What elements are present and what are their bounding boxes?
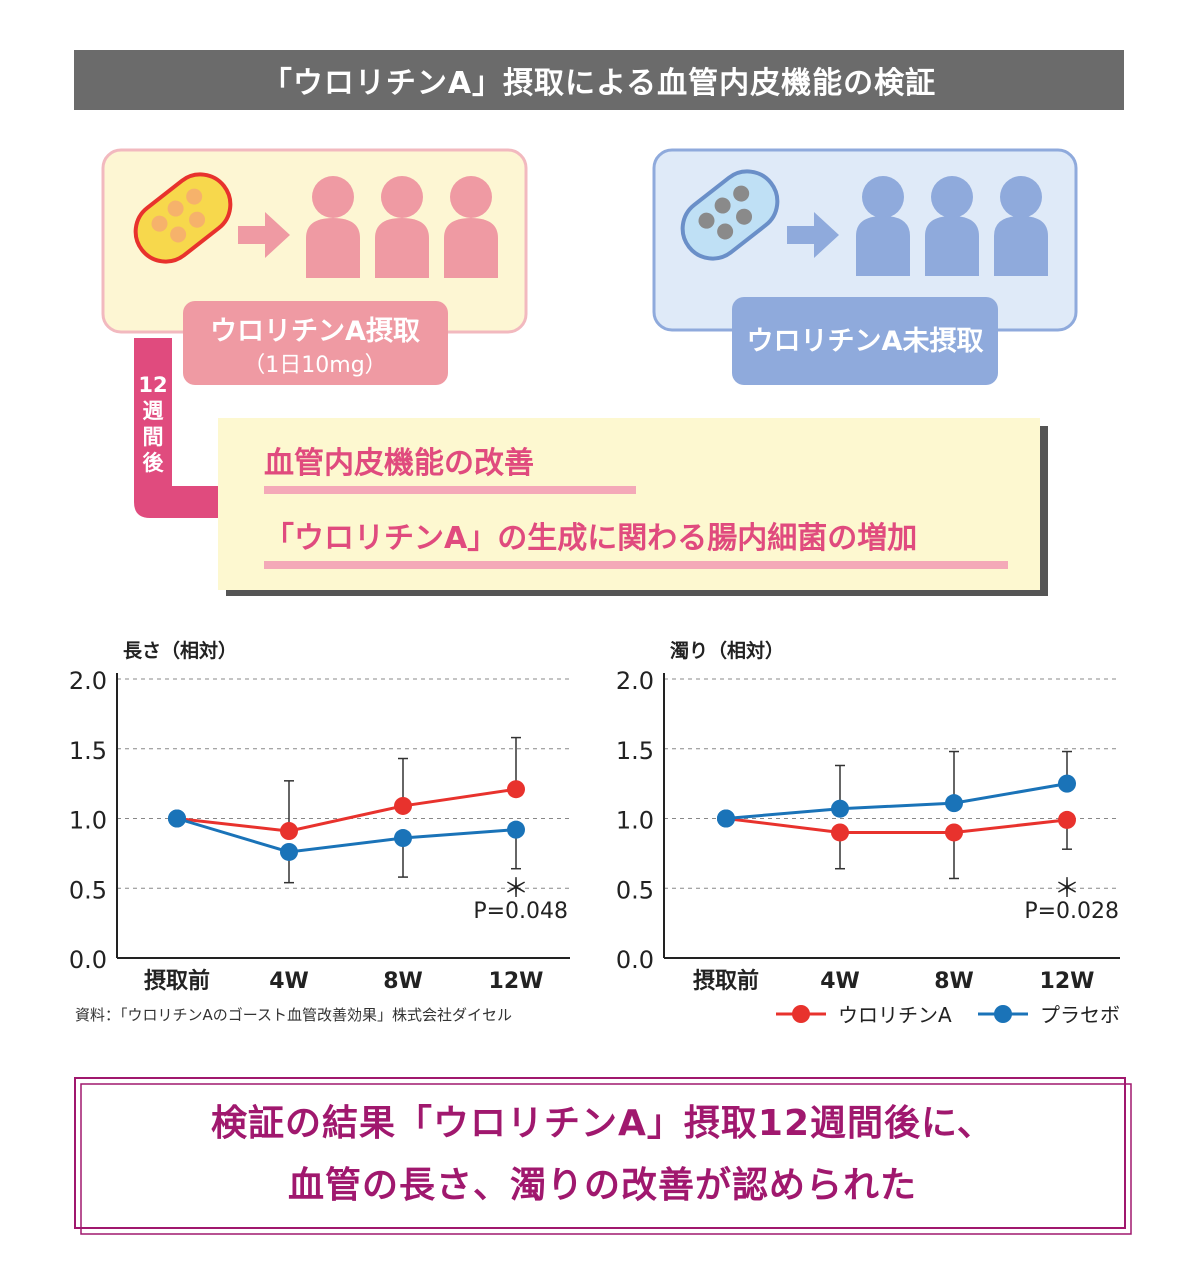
conclusion-frame-outer: [74, 1077, 1126, 1229]
finding-2: 「ウロリチンA」の生成に関わる腸内細菌の増加: [264, 521, 917, 556]
data-point: [1058, 810, 1076, 829]
series-line: [176, 817, 517, 854]
source-note: 資料：「ウロリチンAのゴースト血管改善効果」株式会社ダイセル: [75, 1006, 512, 1024]
people-pink-icon: [306, 176, 498, 278]
series-line: [176, 787, 517, 833]
y-tick-label: 2.0: [69, 667, 107, 695]
p-value-label: P=0.028: [1024, 899, 1119, 924]
x-tick-label: 8W: [383, 969, 423, 994]
data-point: [945, 794, 963, 813]
conclusion-line-2: 血管の長さ、濁りの改善が認められた: [287, 1165, 917, 1206]
y-tick-label: 0.5: [616, 876, 654, 904]
legend-label-placebo: プラセボ: [1040, 1003, 1120, 1027]
finding-1: 血管内皮機能の改善: [264, 446, 534, 481]
intake-label-box: [183, 301, 448, 385]
chart-length-ylabel: 長さ（相対）: [123, 639, 237, 662]
x-tick-label: 摂取前: [144, 968, 210, 994]
series-line: [725, 782, 1068, 820]
data-point: [831, 823, 849, 842]
data-point: [168, 809, 186, 828]
data-point: [507, 780, 525, 799]
series-line: [725, 817, 1068, 834]
capsule-blue-icon: [680, 169, 780, 261]
x-tick-label: 8W: [934, 969, 974, 994]
intake-label: ウロリチンA摂取: [210, 316, 420, 347]
data-point: [507, 820, 525, 839]
capsule-yellow-icon: [133, 172, 233, 264]
p-value-label: P=0.048: [473, 899, 568, 924]
y-tick-label: 0.5: [69, 876, 107, 904]
arrow-right-icon: [238, 212, 290, 258]
chart-turbidity-ylabel: 濁り（相対）: [670, 639, 784, 662]
svg-text:後: 後: [143, 451, 165, 475]
conclusion-line-1: 検証の結果「ウロリチンA」摂取12週間後に、: [211, 1103, 994, 1144]
y-tick-label: 1.5: [69, 737, 107, 765]
y-tick-label: 2.0: [616, 667, 654, 695]
x-tick-label: 4W: [820, 969, 860, 994]
data-point: [945, 823, 963, 842]
data-point: [717, 809, 735, 828]
significance-mark: ＊: [1054, 874, 1080, 904]
intake-dose: （1日10mg）: [243, 353, 386, 378]
conclusion-frame-inner: [80, 1083, 1132, 1235]
x-tick-label: 4W: [269, 969, 309, 994]
chart-length: 長さ（相対） 0.0 0.5 1.0 1.5 2.0 摂取前 4W 8W 12W ＊P=0.048: [69, 639, 570, 994]
conclusion: 検証の結果「ウロリチンA」摂取12週間後に、 血管の長さ、濁りの改善が認められた: [80, 1085, 1125, 1225]
chart-turbidity: 濁り（相対） 0.0 0.5 1.0 1.5 2.0 摂取前 4W 8W 12W ＊P=0.028: [616, 639, 1120, 994]
y-tick-label: 0.0: [69, 946, 107, 974]
data-point: [831, 799, 849, 818]
y-tick-label: 1.5: [616, 737, 654, 765]
svg-text:間: 間: [143, 425, 164, 449]
data-point: [280, 842, 298, 861]
legend-marker-urolithin: [792, 1005, 810, 1023]
arrow-right-blue-icon: [787, 212, 839, 258]
page-title: 「ウロリチンA」摂取による血管内皮機能の検証: [74, 50, 1124, 110]
legend-marker-placebo: [994, 1005, 1012, 1023]
svg-text:12: 12: [138, 373, 167, 397]
finding-underline-2: [264, 561, 1008, 569]
y-tick-label: 0.0: [616, 946, 654, 974]
y-tick-label: 1.0: [69, 807, 107, 835]
x-tick-label: 12W: [489, 969, 544, 994]
finding-underline-1: [264, 486, 636, 494]
x-tick-label: 摂取前: [693, 968, 759, 994]
x-tick-label: 12W: [1040, 969, 1095, 994]
data-point: [394, 796, 412, 815]
legend-label-urolithin: ウロリチンA: [838, 1003, 952, 1027]
significance-mark: ＊: [503, 874, 529, 904]
data-point: [394, 829, 412, 848]
chart-legend: ウロリチンA プラセボ: [776, 1003, 1120, 1027]
data-point: [1058, 774, 1076, 793]
no-intake-label-box: [732, 297, 998, 385]
svg-text:週: 週: [143, 399, 164, 423]
data-point: [280, 822, 298, 841]
no-intake-label: ウロリチンA未摂取: [747, 326, 984, 357]
y-tick-label: 1.0: [616, 807, 654, 835]
people-blue-icon: [856, 176, 1048, 276]
period-label: 12 週 間 後: [138, 373, 167, 475]
